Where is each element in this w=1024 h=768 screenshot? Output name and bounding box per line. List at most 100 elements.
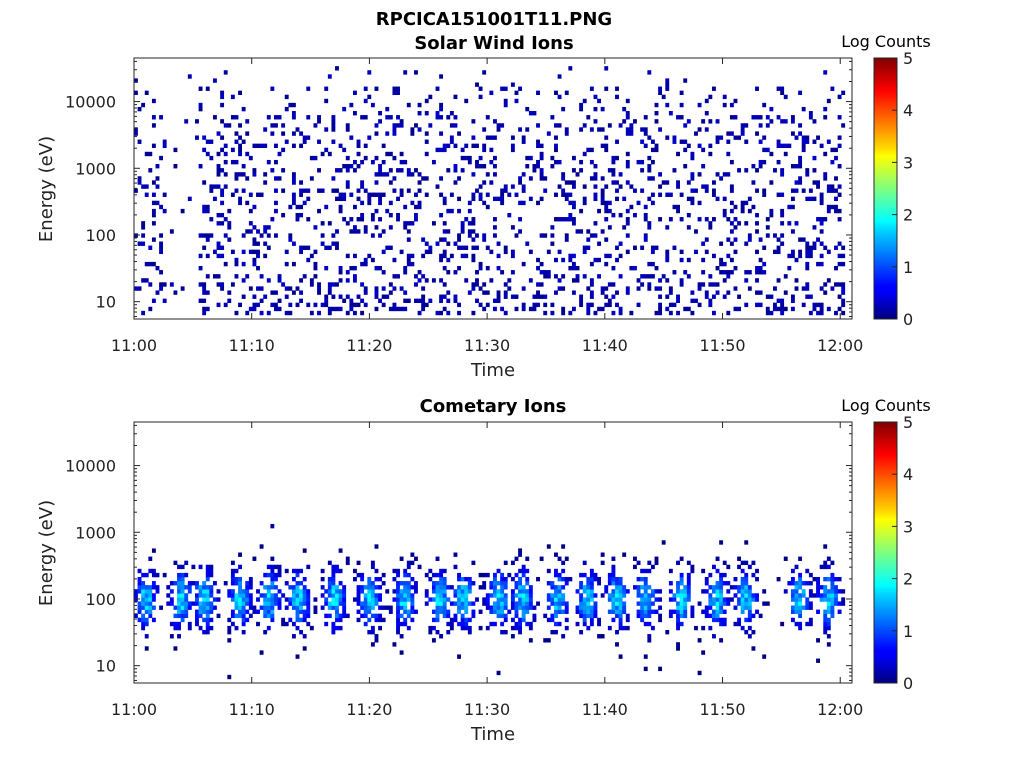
heatmap-cell — [769, 119, 774, 124]
heatmap-cell — [582, 249, 587, 255]
heatmap-cell — [539, 294, 544, 299]
heatmap-cell — [338, 192, 343, 197]
heatmap-cell — [453, 143, 458, 149]
heatmap-cell — [679, 576, 684, 582]
heatmap-cell — [579, 168, 584, 173]
heatmap-cell — [320, 151, 325, 157]
heatmap-cell — [460, 617, 465, 623]
heatmap-cell — [381, 172, 386, 177]
heatmap-cell — [356, 143, 361, 149]
heatmap-cell — [503, 597, 508, 602]
heatmap-cell — [834, 585, 838, 590]
heatmap-cell — [424, 241, 429, 246]
heatmap-cell — [790, 589, 795, 594]
heatmap-cell — [435, 115, 440, 120]
heatmap-cell — [241, 593, 246, 598]
heatmap-cell — [690, 298, 695, 303]
heatmap-cell — [586, 237, 591, 242]
x-tick-label: 12:00 — [817, 700, 863, 719]
heatmap-cell — [414, 168, 418, 173]
heatmap-cell — [672, 593, 677, 598]
heatmap-cell — [169, 621, 174, 627]
heatmap-cell — [801, 143, 806, 149]
heatmap-cell — [747, 196, 752, 202]
heatmap-cell — [780, 192, 785, 197]
heatmap-cell — [370, 629, 375, 635]
heatmap-cell — [550, 155, 555, 161]
heatmap-cell — [202, 282, 207, 287]
heatmap-cell — [776, 143, 781, 149]
heatmap-cell — [668, 613, 673, 619]
heatmap-cell — [435, 111, 440, 116]
heatmap-cell — [561, 634, 566, 639]
heatmap-cell — [410, 552, 415, 557]
heatmap-cell — [198, 585, 203, 590]
heatmap-cell — [151, 261, 156, 267]
heatmap-cell — [392, 568, 397, 574]
heatmap-cell — [277, 298, 282, 303]
heatmap-cell — [722, 597, 727, 602]
heatmap-cell — [284, 249, 289, 255]
heatmap-cell — [392, 123, 397, 128]
heatmap-cell — [302, 188, 307, 193]
heatmap-cell — [320, 302, 325, 308]
heatmap-cell — [471, 560, 476, 566]
heatmap-cell — [776, 306, 781, 312]
heatmap-cell — [238, 143, 242, 149]
heatmap-cell — [823, 621, 828, 627]
heatmap-cell — [510, 143, 515, 149]
heatmap-cell — [162, 208, 167, 214]
heatmap-cell — [184, 605, 189, 610]
heatmap-cell — [453, 613, 458, 619]
heatmap-cell — [679, 115, 684, 120]
heatmap-cell — [155, 200, 160, 206]
heatmap-cell — [643, 143, 648, 149]
heatmap-cell — [159, 249, 164, 255]
heatmap-cell — [733, 585, 738, 590]
heatmap-cell — [507, 212, 512, 218]
heatmap-cell — [532, 294, 537, 299]
heatmap-cell — [137, 176, 142, 181]
heatmap-cell — [823, 576, 828, 582]
heatmap-cell — [794, 581, 799, 586]
heatmap-cell — [288, 233, 293, 238]
heatmap-cell — [378, 200, 383, 206]
heatmap-cell — [274, 597, 278, 602]
heatmap-cell — [510, 249, 515, 255]
heatmap-cell — [184, 560, 189, 566]
heatmap-cell — [837, 164, 842, 169]
heatmap-cell — [776, 115, 781, 120]
heatmap-cell — [363, 597, 368, 602]
heatmap-cell — [837, 115, 842, 120]
heatmap-cell — [245, 593, 250, 598]
heatmap-cell — [274, 233, 278, 238]
heatmap-cell — [765, 601, 770, 606]
heatmap-cell — [291, 172, 296, 177]
heatmap-cell — [658, 184, 663, 189]
heatmap-cell — [396, 613, 400, 619]
heatmap-cell — [715, 589, 720, 594]
heatmap-cell — [819, 229, 824, 234]
heatmap-cell — [162, 298, 167, 303]
heatmap-cell — [302, 634, 307, 639]
heatmap-cell — [460, 229, 465, 234]
heatmap-cell — [263, 609, 268, 614]
heatmap-cell — [457, 237, 461, 242]
heatmap-cell — [812, 576, 817, 582]
heatmap-cell — [327, 589, 332, 594]
heatmap-cell — [658, 617, 663, 623]
heatmap-cell — [234, 172, 239, 177]
heatmap-cell — [654, 102, 659, 108]
heatmap-cell — [356, 593, 361, 598]
heatmap-cell — [790, 119, 795, 124]
heatmap-cell — [783, 556, 788, 561]
heatmap-cell — [561, 192, 566, 197]
heatmap-cell — [299, 568, 304, 574]
heatmap-cell — [826, 621, 831, 627]
heatmap-cell — [324, 302, 329, 308]
heatmap-cell — [148, 593, 153, 598]
heatmap-cell — [177, 572, 181, 578]
heatmap-cell — [841, 597, 846, 602]
heatmap-cell — [503, 294, 508, 299]
heatmap-cell — [295, 302, 300, 308]
